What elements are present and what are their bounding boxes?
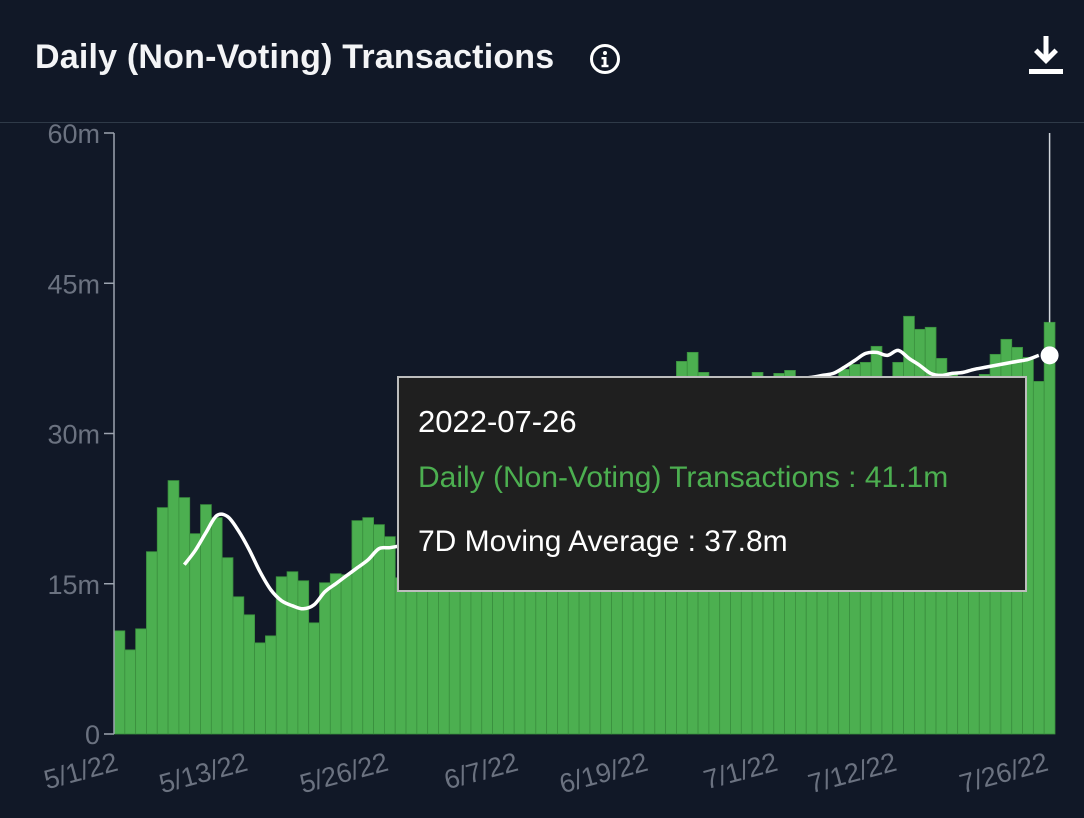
bar[interactable] [1043, 321, 1056, 735]
bar[interactable] [1032, 381, 1045, 735]
bar[interactable] [124, 649, 137, 735]
bar[interactable] [254, 642, 266, 735]
bar[interactable] [351, 520, 364, 735]
x-tick-label: 5/13/22 [156, 747, 251, 799]
y-tick-label: 30m [47, 420, 100, 450]
bar[interactable] [340, 574, 353, 735]
bar[interactable] [232, 596, 245, 735]
bar[interactable] [243, 614, 256, 735]
bar[interactable] [221, 557, 234, 735]
y-tick-label: 15m [47, 570, 100, 600]
bar[interactable] [329, 573, 342, 735]
bar[interactable] [135, 628, 147, 735]
bar[interactable] [178, 497, 191, 735]
hover-point [1040, 346, 1059, 365]
x-tick-label: 6/19/22 [556, 747, 651, 799]
bar[interactable] [394, 577, 407, 735]
info-icon[interactable] [589, 43, 621, 75]
x-tick-label: 5/1/22 [41, 747, 121, 795]
bar[interactable] [297, 580, 310, 735]
bar[interactable] [210, 517, 223, 735]
x-tick-label: 7/26/22 [956, 747, 1051, 799]
chart-header: Daily (Non-Voting) Transactions [0, 0, 1084, 123]
x-tick-label: 6/7/22 [441, 747, 521, 795]
x-tick-label: 5/26/22 [297, 747, 392, 799]
y-tick-label: 60m [47, 123, 100, 149]
tooltip-date: 2022-07-26 [418, 404, 577, 439]
tooltip-series-value: Daily (Non-Voting) Transactions : 41.1m [418, 461, 949, 494]
y-tick-label: 0 [85, 720, 100, 750]
bar[interactable] [308, 622, 320, 735]
bar[interactable] [189, 533, 201, 735]
bar[interactable] [265, 635, 277, 735]
x-tick-label: 7/12/22 [805, 747, 900, 799]
y-tick-label: 45m [47, 269, 100, 299]
bar[interactable] [373, 524, 385, 735]
bar[interactable] [319, 582, 331, 735]
tooltip: 2022-07-26 Daily (Non-Voting) Transactio… [397, 376, 1027, 592]
bar[interactable] [113, 630, 126, 735]
bar[interactable] [167, 480, 180, 735]
bar[interactable] [146, 551, 158, 735]
tooltip-moving-average: 7D Moving Average : 37.8m [418, 525, 788, 558]
bar[interactable] [383, 536, 396, 735]
download-icon[interactable] [1026, 34, 1066, 76]
chart-title: Daily (Non-Voting) Transactions [35, 38, 555, 76]
bar[interactable] [362, 517, 374, 735]
x-tick-label: 7/1/22 [700, 747, 780, 795]
bar[interactable] [286, 571, 299, 735]
bar[interactable] [156, 507, 169, 735]
